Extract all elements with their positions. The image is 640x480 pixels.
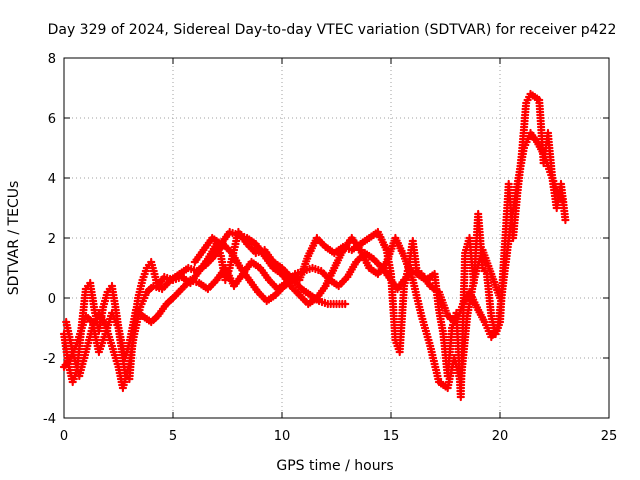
y-tick-label: -4: [43, 412, 56, 427]
y-tick-label: 2: [48, 232, 56, 247]
data-series: [59, 89, 570, 402]
axis-ticks: 0 5 10 15 20 25 -4 -2 0 2 4 6 8: [43, 52, 617, 444]
x-tick-label: 0: [60, 429, 68, 444]
x-tick-label: 15: [383, 429, 400, 444]
y-axis-label: SDTVAR / TECUs: [6, 181, 22, 296]
x-tick-label: 20: [492, 429, 509, 444]
x-axis-label: GPS time / hours: [276, 458, 393, 474]
y-tick-label: 4: [48, 172, 56, 187]
x-tick-label: 25: [601, 429, 618, 444]
chart-title: Day 329 of 2024, Sidereal Day-to-day VTE…: [48, 22, 617, 38]
y-tick-label: 6: [48, 112, 56, 127]
series-track-a: [59, 89, 570, 402]
y-tick-label: 0: [48, 292, 56, 307]
y-tick-label: -2: [43, 352, 56, 367]
y-tick-label: 8: [48, 52, 56, 67]
series-track-c: [62, 239, 350, 393]
grid: [64, 58, 609, 418]
series-track-d: [190, 227, 505, 393]
x-tick-label: 5: [169, 429, 177, 444]
x-tick-label: 10: [274, 429, 291, 444]
